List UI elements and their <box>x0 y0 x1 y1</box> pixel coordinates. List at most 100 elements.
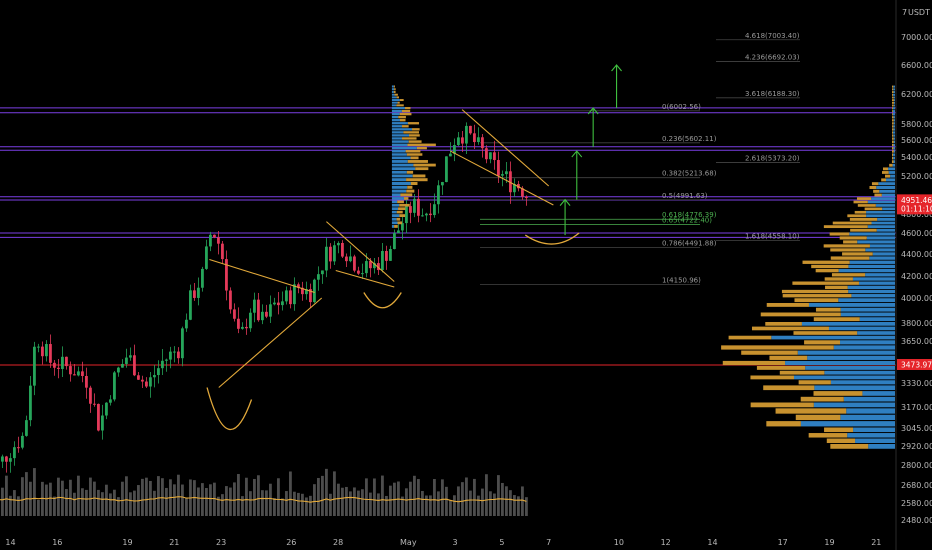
session-profile-bar-up <box>391 109 402 113</box>
candle-body <box>101 415 104 431</box>
profile-bar-down <box>892 153 894 156</box>
volume-bar <box>41 481 44 516</box>
profile-bar-up <box>771 335 895 340</box>
candle-body <box>181 328 184 359</box>
volume-bar <box>425 495 428 516</box>
volume-bar <box>101 492 104 516</box>
profile-bar-down <box>830 256 870 260</box>
candle-body <box>5 456 8 462</box>
session-profile-bar-up <box>391 146 417 150</box>
price-tick-label: 5800.00 <box>901 120 932 129</box>
session-profile-bar-down <box>415 167 429 171</box>
session-profile-bar-up <box>391 210 397 214</box>
profile-bar-up <box>881 193 895 197</box>
profile-bar-down <box>826 438 856 444</box>
session-profile-bar-up <box>391 217 397 221</box>
profile-bar-up <box>893 140 895 143</box>
candle-body <box>57 367 60 369</box>
candle-body <box>245 326 248 329</box>
volume-bar <box>305 497 308 516</box>
candle-body <box>33 346 36 386</box>
profile-bar-up <box>882 207 895 211</box>
profile-bar-down <box>889 163 893 167</box>
profile-bar-up <box>859 317 895 322</box>
session-profile-bar-down <box>407 122 420 125</box>
candle-body <box>525 196 528 199</box>
price-tick-label: 3650.00 <box>901 337 932 346</box>
candle-body <box>233 309 236 319</box>
time-tick-label: 14 <box>707 538 717 547</box>
profile-bar-down <box>849 217 878 221</box>
profile-bar-down <box>892 91 894 94</box>
profile-bar-down <box>853 200 868 204</box>
profile-bar-up <box>843 396 895 402</box>
candle-body <box>45 344 48 357</box>
session-profile-bar-down <box>412 128 420 131</box>
volume-bar <box>261 490 264 516</box>
candle-body <box>217 237 220 244</box>
profile-bar-down <box>750 375 794 380</box>
time-axis[interactable]: 14 16 19 21 23 26 28 May 3 5 7 10 12 14 17 19 21 <box>5 538 881 547</box>
volume-bar <box>125 476 128 516</box>
candle-body <box>377 263 380 271</box>
volume-bar <box>117 497 120 516</box>
profile-bar-up <box>893 153 895 156</box>
profile-bar-down <box>850 228 877 232</box>
session-profile-bar-up <box>391 207 399 210</box>
session-profile-bar-down <box>402 137 417 140</box>
candle-body <box>325 246 328 271</box>
candle-body <box>177 351 180 359</box>
session-profile-bar-up <box>391 140 409 143</box>
price-tick-label: 6200.00 <box>901 90 932 99</box>
volume-bar <box>405 488 408 516</box>
profile-bar-down <box>874 193 882 197</box>
profile-bar-down <box>802 260 850 264</box>
volume-bar <box>233 482 236 516</box>
profile-bar-up <box>828 326 895 331</box>
candle-body <box>505 171 508 175</box>
session-profile-bar-up <box>391 150 406 153</box>
volume-bar <box>301 493 304 516</box>
profile-bar-up <box>876 186 895 189</box>
profile-bar-up <box>840 307 895 312</box>
volume-bar <box>353 487 356 516</box>
volume-bar <box>197 487 200 516</box>
profile-bar-down <box>775 408 847 414</box>
volume-profile-session <box>391 85 436 228</box>
candle-body <box>285 290 288 302</box>
time-tick-label: 26 <box>286 538 296 547</box>
candle-body <box>221 243 224 260</box>
profile-bar-up <box>888 167 895 171</box>
volume-bar <box>449 500 452 516</box>
candle-body <box>21 435 24 448</box>
volume-bar <box>481 488 484 516</box>
candle-body <box>169 351 172 360</box>
trend-drawings[interactable] <box>206 64 622 431</box>
volume-bar <box>417 479 420 516</box>
profile-bar-up <box>893 93 895 96</box>
session-profile-bar-down <box>393 85 395 88</box>
session-profile-bar-up <box>391 107 405 110</box>
session-profile-bar-down <box>408 140 422 143</box>
profile-bar-up <box>849 260 895 264</box>
profile-bar-down <box>813 391 863 396</box>
profile-bar-down <box>756 365 806 370</box>
price-axis[interactable]: 2480.00 2580.00 2680.00 2800.00 2920.00 3045.… <box>901 33 932 525</box>
price-tick-label: 2680.00 <box>901 481 932 490</box>
session-profile-bar-down <box>396 217 401 221</box>
candle-body <box>465 125 468 144</box>
profile-bar-down <box>824 277 853 281</box>
session-profile-bar-down <box>408 134 420 137</box>
candle-body <box>165 359 168 361</box>
profile-bar-up <box>871 221 895 225</box>
support-curve-3 <box>524 232 580 245</box>
candle-body <box>13 447 16 459</box>
profile-bar-down <box>892 96 894 99</box>
wedge2-lower-line <box>450 150 554 206</box>
volume-bar <box>513 495 516 516</box>
candle-body <box>509 171 512 193</box>
candle-body <box>129 355 132 358</box>
candle-body <box>297 284 300 288</box>
candle-body <box>381 250 384 271</box>
